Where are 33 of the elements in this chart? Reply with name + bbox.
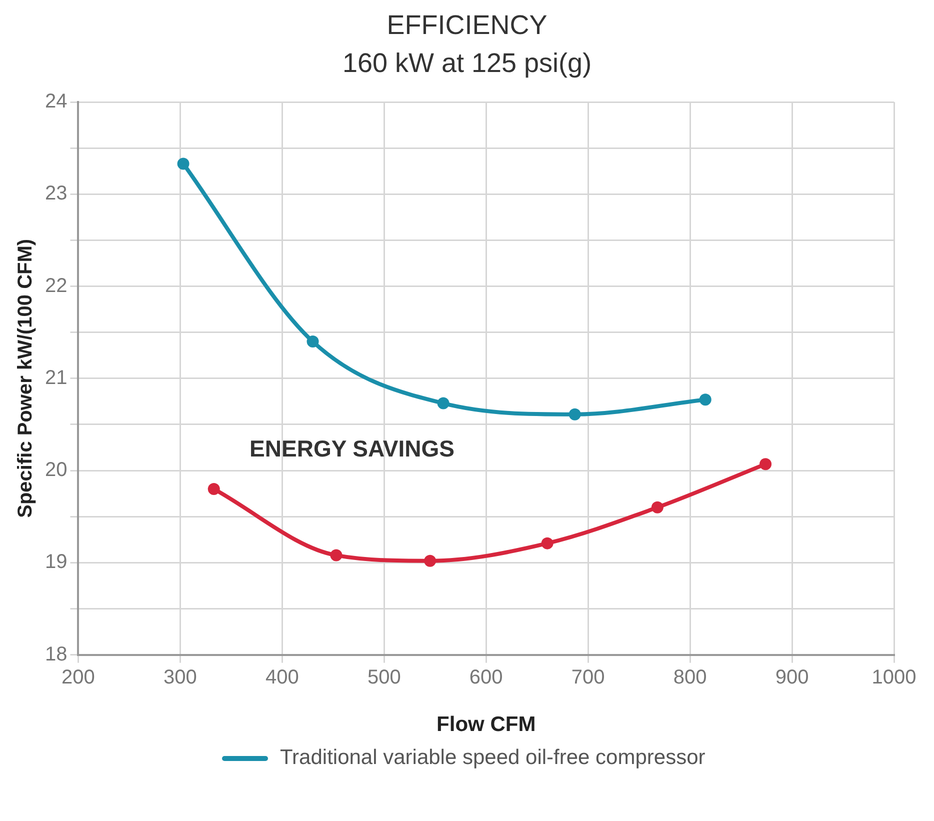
y-tick-label: 23 [44,182,68,205]
point [330,549,342,562]
x-tick-label: 400 [265,666,299,688]
x-tick-label: 300 [164,666,197,688]
y-tick-label: 22 [44,274,68,297]
y-tick-label: 19 [44,551,68,574]
x-tick-label: 200 [62,666,95,688]
point [424,554,436,567]
point [699,394,712,406]
x-tick-label: 1000 [872,666,916,688]
point [177,158,190,170]
point [760,458,772,470]
chart-title: EFFICIENCY [386,9,548,42]
point [651,501,664,514]
point [568,408,581,420]
point [306,336,319,348]
x-tick-label: 700 [571,666,605,688]
x-tick-label: 800 [673,666,707,688]
x-tick-label: 500 [367,666,401,688]
x-tick-label: 900 [775,666,809,688]
chart-subtitle: 160 kW at 125 psi(g) [341,47,593,80]
annotation: ENERGY SAVINGS [250,436,454,462]
y-tick-label: 20 [44,459,68,482]
point [437,397,450,410]
legend-label: Traditional variable speed oil-free compressor [280,746,706,770]
y-axis-title: Specific Power kW/(100 CFM) [14,238,37,518]
point [208,482,220,495]
y-tick-label: 21 [44,366,68,389]
x-axis-title: Flow CFM [436,713,536,736]
point [541,537,554,550]
x-tick-label: 600 [469,666,503,688]
y-tick-label: 24 [44,90,68,113]
y-tick-label: 18 [44,643,68,666]
